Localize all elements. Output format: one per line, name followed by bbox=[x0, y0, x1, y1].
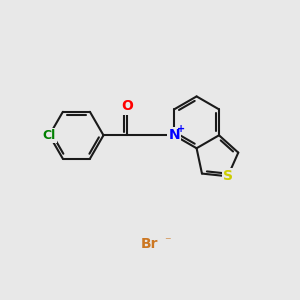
Text: ⁻: ⁻ bbox=[164, 235, 171, 248]
Text: +: + bbox=[177, 124, 185, 134]
Text: S: S bbox=[223, 169, 233, 183]
Text: Cl: Cl bbox=[43, 129, 56, 142]
Text: Br: Br bbox=[141, 237, 159, 251]
Text: N: N bbox=[168, 128, 180, 142]
Text: O: O bbox=[121, 99, 133, 113]
